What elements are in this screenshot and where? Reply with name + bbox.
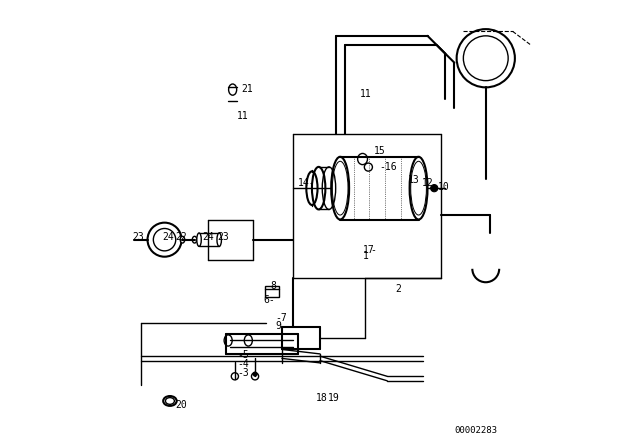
Bar [266, 286, 279, 297]
Bar [199, 233, 219, 246]
Text: 15: 15 [374, 146, 385, 156]
Text: 19: 19 [328, 393, 339, 403]
Text: 10: 10 [437, 182, 449, 192]
Text: -16: -16 [380, 162, 397, 172]
Text: 24: 24 [163, 232, 174, 241]
Text: 17: 17 [362, 245, 374, 255]
Text: 8: 8 [271, 281, 276, 291]
Ellipse shape [163, 396, 177, 406]
Text: 6-: 6- [264, 295, 275, 305]
Ellipse shape [312, 167, 325, 209]
Text: -7: -7 [275, 313, 287, 323]
Ellipse shape [364, 163, 372, 171]
Text: 14-: 14- [298, 178, 316, 188]
Text: 22: 22 [175, 232, 187, 241]
Text: 2: 2 [395, 284, 401, 293]
Text: 23: 23 [132, 232, 145, 241]
Ellipse shape [332, 157, 349, 220]
Text: 11: 11 [237, 111, 249, 121]
Text: 13: 13 [408, 175, 420, 185]
Text: -4: -4 [237, 359, 249, 369]
Text: 20: 20 [176, 400, 188, 409]
Ellipse shape [180, 237, 185, 243]
Ellipse shape [217, 233, 221, 246]
Text: 11: 11 [360, 89, 372, 99]
Text: 12: 12 [422, 178, 433, 188]
Circle shape [431, 185, 438, 192]
Text: 18: 18 [316, 393, 328, 403]
Text: 00002283: 00002283 [454, 426, 497, 435]
Text: -5: -5 [237, 350, 249, 360]
Ellipse shape [410, 157, 428, 220]
Text: 23: 23 [217, 232, 228, 241]
Ellipse shape [197, 233, 202, 246]
Text: 9: 9 [275, 321, 281, 331]
Text: 1: 1 [362, 251, 369, 261]
Text: -: - [370, 245, 376, 255]
Text: 24: 24 [202, 232, 214, 241]
Circle shape [253, 372, 257, 376]
Text: 21: 21 [242, 84, 253, 94]
Ellipse shape [192, 237, 197, 243]
Text: -3: -3 [237, 368, 249, 378]
